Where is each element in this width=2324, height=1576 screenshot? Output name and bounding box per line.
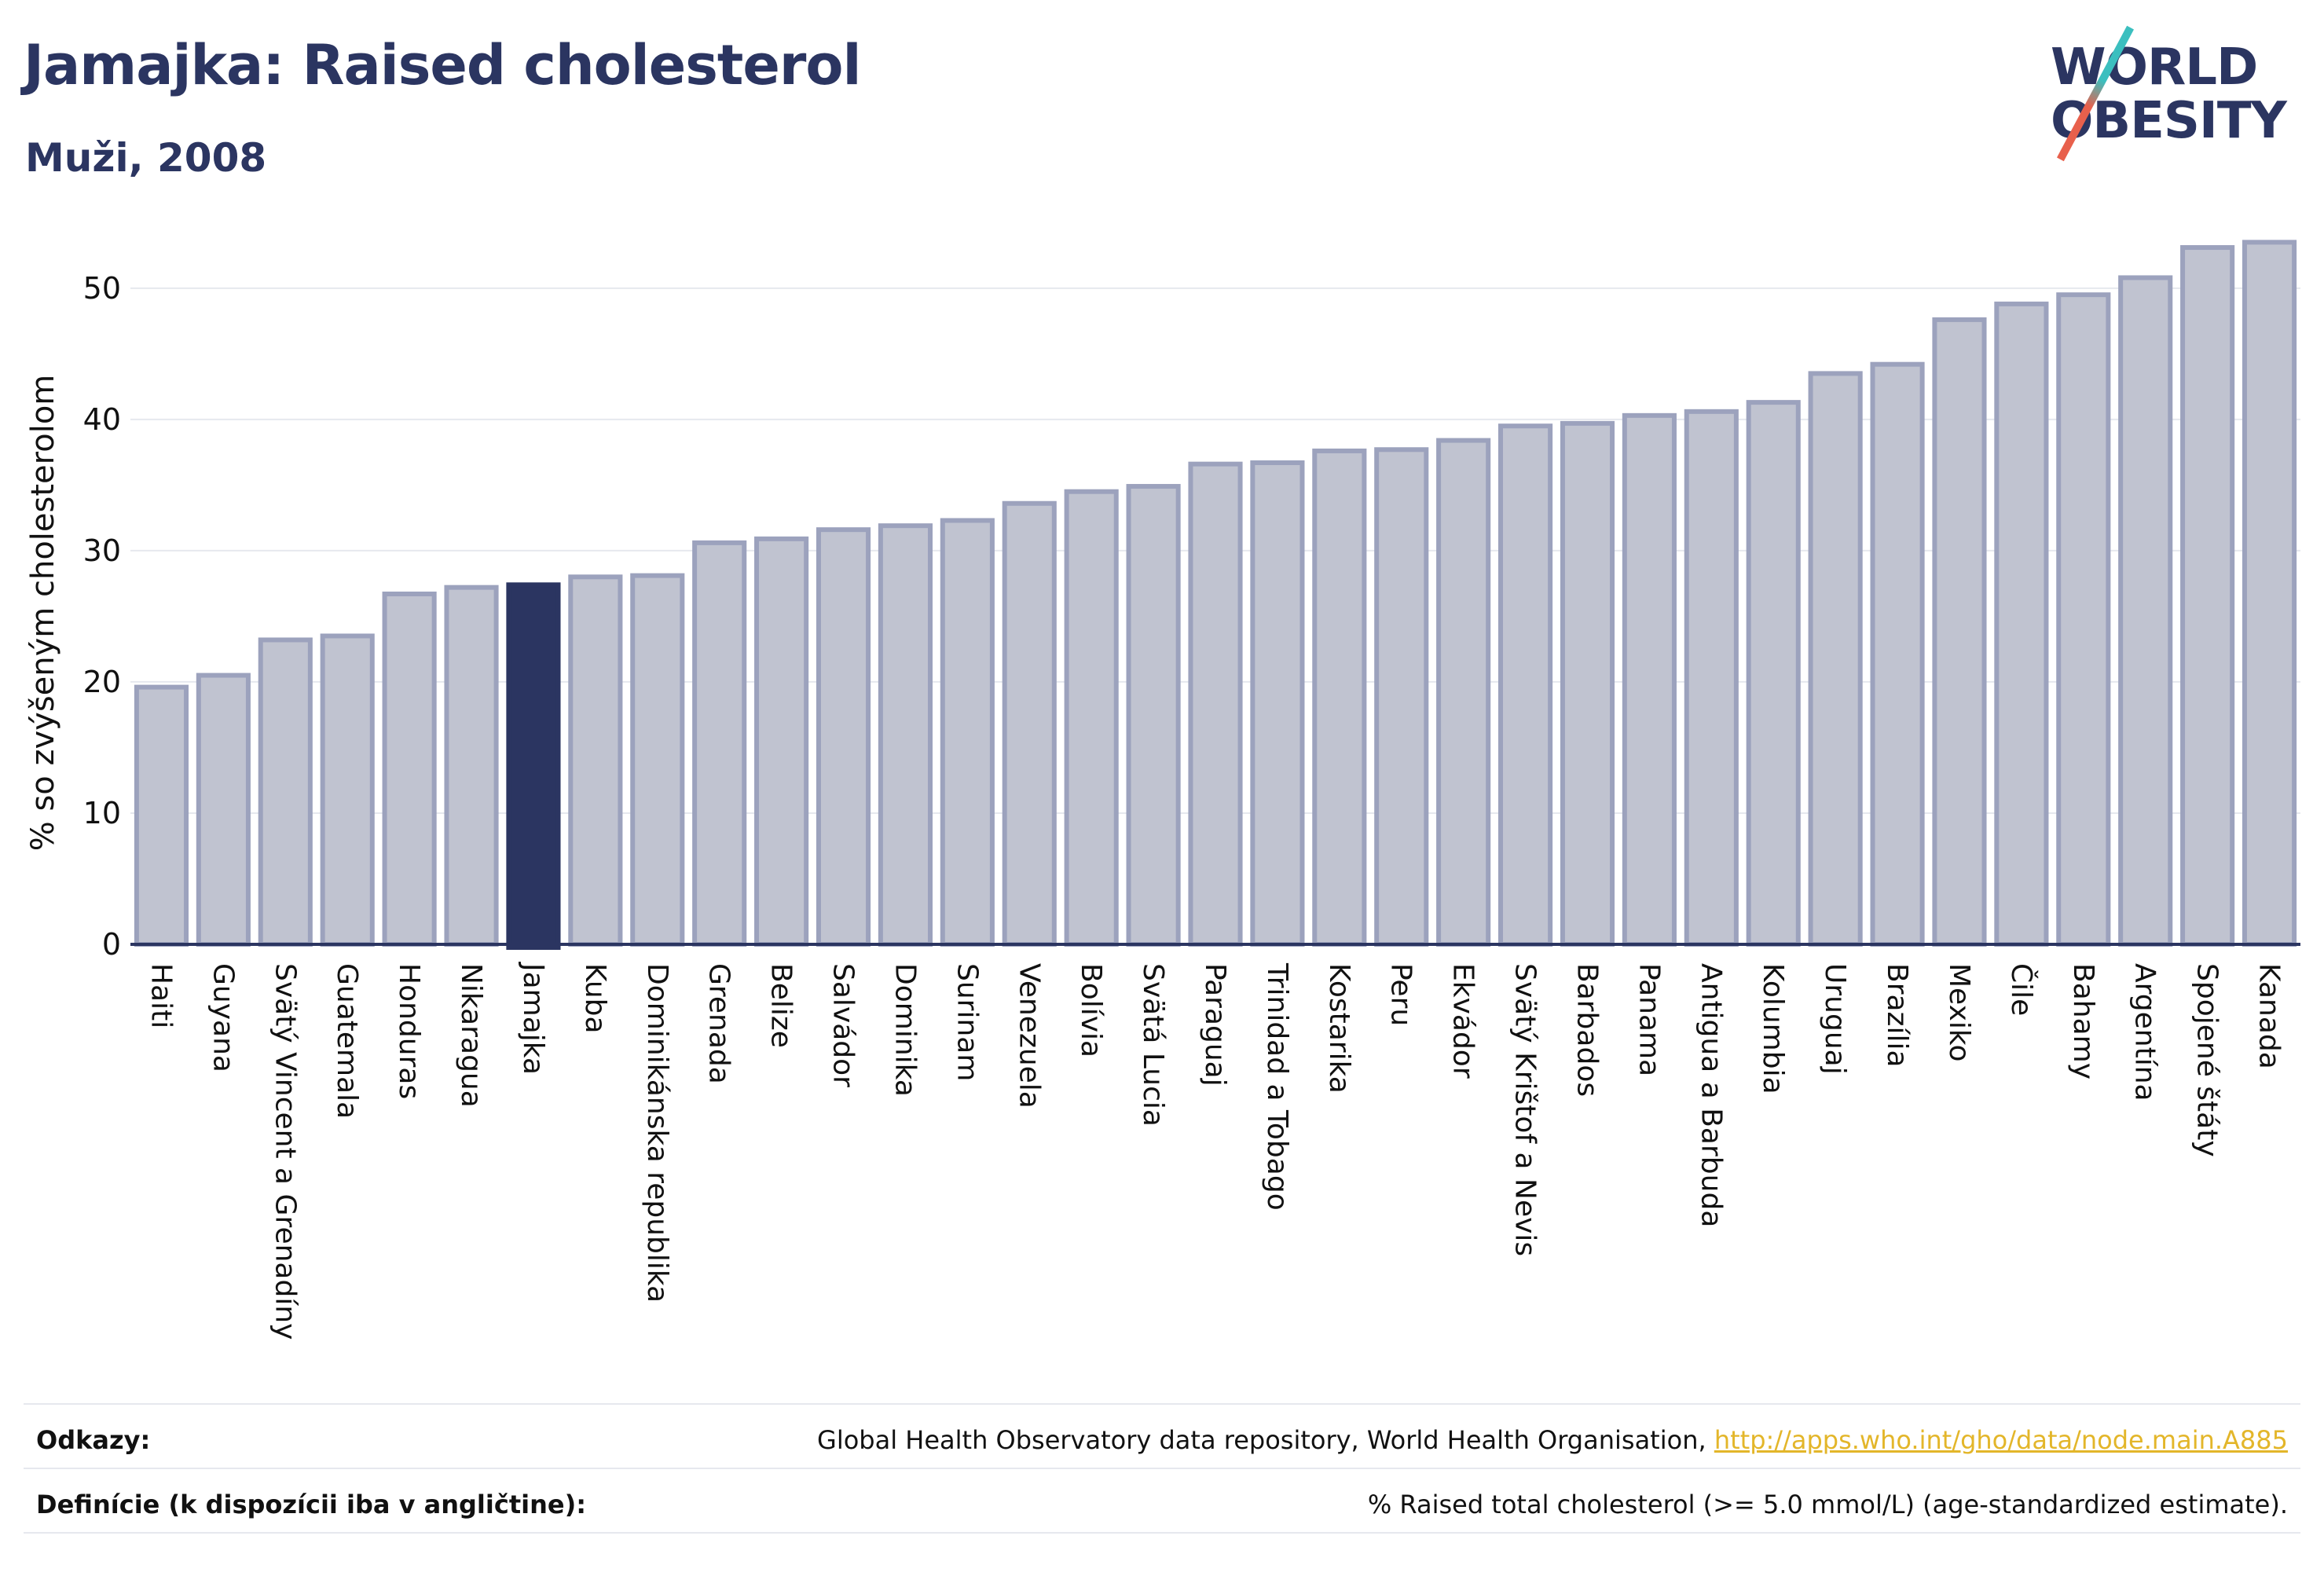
- category-label: Trinidad a Tobago: [1261, 962, 1293, 1211]
- bar-4: [320, 633, 375, 947]
- chart-title: Jamajka: Raised cholesterol: [24, 33, 861, 97]
- bar-18: [1188, 461, 1243, 947]
- bar-6: [444, 585, 499, 947]
- definitions-value: % Raised total cholesterol (>= 5.0 mmol/…: [1367, 1490, 2288, 1519]
- bar-11: [754, 536, 809, 947]
- bar-30: [1932, 317, 1987, 947]
- bar-5: [382, 592, 437, 947]
- bar-13: [878, 523, 933, 947]
- bar-chart: 0 10 20 30 40 50 Haiti Guyana Svätý Vincent a G…: [25, 240, 2300, 1340]
- bar-31: [1994, 301, 2049, 947]
- bar-25: [1622, 412, 1677, 947]
- bar-9: [630, 573, 685, 947]
- bar-21: [1374, 447, 1429, 947]
- category-label: Svätý Vincent a Grenadíny: [269, 963, 301, 1340]
- category-label: Mexiko: [1943, 963, 1975, 1061]
- y-tick-label: 20: [83, 665, 121, 699]
- category-label: Panama: [1633, 963, 1665, 1076]
- footer-divider-middle: [24, 1468, 2300, 1469]
- y-tick-label: 50: [83, 271, 121, 306]
- bar-33: [2118, 275, 2173, 947]
- bar-35: [2242, 240, 2297, 947]
- bar-19: [1250, 460, 1305, 947]
- footer-divider-bottom: [24, 1532, 2300, 1534]
- y-tick-label: 40: [83, 402, 121, 437]
- category-label: Paraguaj: [1199, 963, 1231, 1087]
- bar-8: [568, 574, 623, 947]
- bar-12: [816, 527, 871, 947]
- bar-24: [1560, 420, 1615, 947]
- definitions-label: Definície (k dispozícii iba v angličtine…: [36, 1490, 586, 1519]
- category-label: Nikaragua: [455, 963, 487, 1108]
- category-label: Venezuela: [1013, 963, 1045, 1109]
- category-label: Brazília: [1881, 963, 1913, 1068]
- category-label: Surinam: [951, 963, 983, 1081]
- bar-27: [1746, 400, 1801, 947]
- references-label: Odkazy:: [36, 1425, 151, 1455]
- category-label: Uruguaj: [1819, 963, 1851, 1075]
- footer-divider-top: [24, 1403, 2300, 1405]
- bar-22: [1436, 438, 1491, 947]
- category-label: Kanada: [2253, 963, 2286, 1069]
- category-label: Guyana: [207, 963, 239, 1072]
- logo-line-1: WORLD: [2051, 38, 2258, 97]
- category-label: Svätý Krištof a Nevis: [1509, 963, 1541, 1256]
- category-label: Argentína: [2129, 963, 2161, 1101]
- y-axis-label: % so zvýšeným cholesterolom: [25, 375, 61, 852]
- bar-26: [1684, 409, 1739, 947]
- category-label: Barbados: [1571, 963, 1603, 1097]
- category-label: Jamajka: [517, 962, 549, 1075]
- bar-23: [1498, 423, 1553, 947]
- category-label: Belize: [765, 963, 797, 1048]
- references-text: Global Health Observatory data repositor…: [817, 1425, 1714, 1455]
- bar-17: [1126, 484, 1181, 947]
- category-label: Peru: [1385, 963, 1417, 1026]
- bar-32: [2056, 292, 2111, 947]
- category-label: Grenada: [703, 963, 735, 1084]
- bar-14: [940, 518, 995, 947]
- bar-10: [692, 540, 747, 947]
- category-label: Salvádor: [827, 963, 860, 1087]
- bar-3: [258, 637, 313, 947]
- category-labels: Haiti Guyana Svätý Vincent a Grenadíny Guat…: [145, 962, 2285, 1340]
- bars: [134, 240, 2297, 951]
- bar-15: [1002, 500, 1057, 947]
- references-value: Global Health Observatory data repositor…: [817, 1425, 2288, 1455]
- bar-7: [506, 582, 561, 951]
- category-label: Ekvádor: [1447, 963, 1479, 1079]
- category-label: Honduras: [393, 963, 425, 1099]
- bar-16: [1064, 489, 1119, 947]
- bar-34: [2180, 245, 2235, 947]
- world-obesity-logo: WORLD OBESITY: [2051, 24, 2310, 165]
- bar-20: [1312, 448, 1367, 947]
- y-tick-label: 0: [102, 927, 121, 962]
- category-label: Kostarika: [1323, 963, 1355, 1094]
- category-label: Bahamy: [2067, 963, 2099, 1079]
- category-label: Antigua a Barbuda: [1695, 963, 1727, 1227]
- bar-28: [1808, 371, 1863, 947]
- bar-29: [1870, 361, 1925, 947]
- bar-1: [134, 684, 189, 947]
- category-label: Kuba: [579, 963, 611, 1034]
- chart-subtitle: Muži, 2008: [25, 135, 267, 181]
- category-label: Svätá Lucia: [1137, 963, 1169, 1127]
- axes: 0 10 20 30 40 50: [83, 271, 2300, 962]
- y-tick-label: 30: [83, 533, 121, 568]
- category-label: Haiti: [145, 963, 177, 1028]
- category-label: Kolumbia: [1757, 963, 1789, 1094]
- category-label: Dominika: [889, 963, 921, 1097]
- bar-2: [196, 673, 251, 947]
- category-label: Guatemala: [331, 963, 363, 1119]
- y-tick-label: 10: [83, 796, 121, 830]
- category-label: Čile: [2005, 963, 2038, 1016]
- category-label: Bolívia: [1075, 963, 1107, 1057]
- references-link[interactable]: http://apps.who.int/gho/data/node.main.A…: [1714, 1425, 2288, 1455]
- category-label: Spojené štáty: [2191, 963, 2223, 1157]
- category-label: Dominikánska republika: [641, 963, 673, 1303]
